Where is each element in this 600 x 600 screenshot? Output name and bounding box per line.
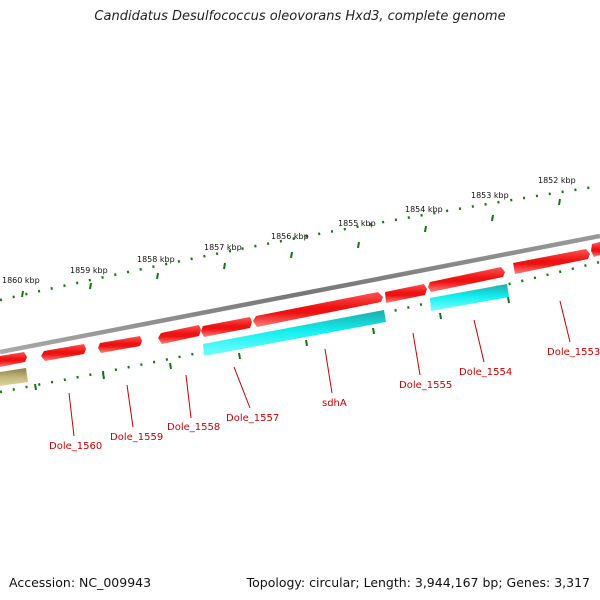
- ruler-labels: 1860 kbp 1859 kbp 1858 kbp 1857 kbp 1856…: [2, 176, 576, 285]
- gene-arrow[interactable]: [201, 317, 252, 337]
- gene-block-other[interactable]: [0, 368, 28, 386]
- ruler-outer-major-ticks: [21, 198, 561, 298]
- ruler-label: 1855 kbp: [338, 219, 376, 228]
- gene-label[interactable]: Dole_1553: [547, 347, 600, 358]
- ruler-label: 1852 kbp: [538, 176, 576, 185]
- gene-arrow[interactable]: [428, 267, 505, 292]
- gene-label[interactable]: Dole_1555: [399, 380, 452, 391]
- gene-label[interactable]: Dole_1557: [226, 413, 279, 424]
- gene-label[interactable]: Dole_1558: [167, 422, 220, 433]
- ruler-label: 1853 kbp: [471, 191, 509, 200]
- map-title: Candidatus Desulfococcus oleovorans Hxd3…: [94, 9, 506, 24]
- gene-arrow[interactable]: [158, 325, 201, 344]
- gene-label[interactable]: Dole_1560: [49, 441, 102, 452]
- gene-labels: Dole_1560 Dole_1559 Dole_1558 Dole_1557 …: [49, 347, 600, 452]
- gene-arrow[interactable]: [385, 284, 427, 303]
- reverse-strand-genes: [0, 284, 509, 386]
- ruler-label: 1860 kbp: [2, 276, 40, 285]
- ruler-label: 1858 kbp: [137, 255, 175, 264]
- gene-arrow[interactable]: [0, 352, 27, 367]
- accession-text: Accession: NC_009943: [9, 575, 152, 590]
- topology-text: Topology: circular; Length: 3,944,167 bp…: [246, 575, 590, 590]
- ruler-inner-major-ticks: [34, 296, 510, 391]
- forward-strand-genes: [0, 242, 600, 367]
- ruler-label: 1859 kbp: [70, 266, 108, 275]
- gene-label[interactable]: Dole_1554: [459, 367, 512, 378]
- gene-arrow[interactable]: [591, 242, 600, 257]
- gene-arrow[interactable]: [98, 336, 142, 353]
- gene-block-highlight[interactable]: [430, 284, 509, 311]
- gene-arrow[interactable]: [513, 249, 590, 274]
- ruler-label: 1856 kbp: [271, 232, 309, 241]
- gene-block-highlight[interactable]: [203, 310, 386, 356]
- ruler-label: 1857 kbp: [204, 243, 242, 252]
- gene-arrow[interactable]: [253, 292, 383, 327]
- gene-label[interactable]: Dole_1559: [110, 432, 163, 443]
- gene-label[interactable]: sdhA: [322, 398, 347, 409]
- label-leader-lines: [68, 300, 571, 437]
- genome-backbone: [0, 233, 600, 355]
- ruler-label: 1854 kbp: [405, 205, 443, 214]
- gene-arrow[interactable]: [41, 344, 86, 361]
